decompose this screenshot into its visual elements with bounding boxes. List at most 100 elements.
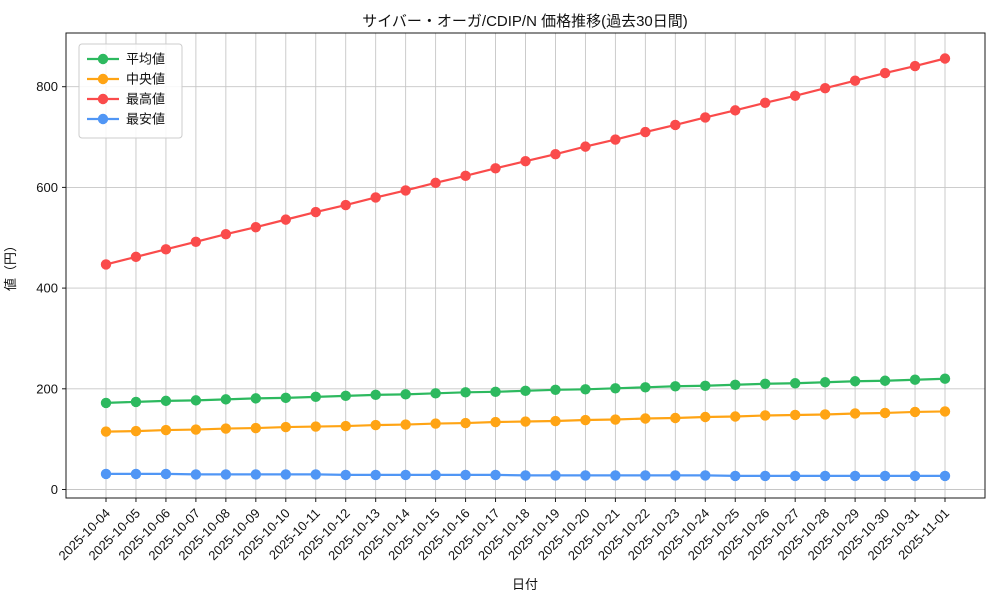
- data-point: [100, 259, 112, 270]
- data-point: [730, 379, 741, 390]
- data-point: [220, 229, 232, 240]
- data-point: [520, 470, 531, 481]
- data-point: [819, 83, 831, 94]
- data-point: [670, 119, 681, 131]
- data-point: [400, 469, 411, 481]
- series-layer: [100, 53, 951, 482]
- legend-label: 平均値: [126, 52, 165, 67]
- data-point: [939, 470, 951, 482]
- data-point: [670, 470, 681, 481]
- data-point: [160, 244, 172, 255]
- data-point: [370, 469, 381, 481]
- data-point: [430, 418, 441, 429]
- data-point: [580, 414, 591, 426]
- data-point: [190, 424, 202, 435]
- data-point: [610, 414, 621, 425]
- data-point: [400, 389, 411, 400]
- legend-label: 最高値: [126, 92, 165, 107]
- data-point: [640, 126, 651, 138]
- data-point: [280, 421, 291, 433]
- data-point: [730, 105, 741, 116]
- data-point: [819, 377, 831, 388]
- data-point: [849, 470, 861, 482]
- data-point: [760, 97, 771, 109]
- data-point: [700, 411, 711, 423]
- data-point: [280, 214, 291, 225]
- data-point: [909, 60, 921, 72]
- data-point: [130, 396, 142, 408]
- data-point: [460, 387, 471, 398]
- chart-title: サイバー・オーガ/CDIP/N 価格推移(過去30日間): [362, 13, 688, 30]
- data-point: [879, 407, 891, 419]
- data-point: [340, 390, 351, 402]
- data-point: [789, 470, 801, 482]
- data-point: [730, 470, 741, 482]
- legend-item: 中央値: [87, 72, 165, 87]
- y-tick-label: 200: [36, 381, 58, 396]
- data-point: [190, 469, 202, 480]
- data-point: [280, 392, 291, 404]
- data-point: [670, 412, 681, 424]
- data-point: [460, 469, 471, 481]
- data-point: [610, 470, 621, 481]
- data-point: [580, 384, 591, 395]
- data-point: [730, 411, 741, 422]
- data-point: [819, 409, 831, 420]
- legend-label: 最安値: [126, 112, 165, 127]
- data-point: [130, 251, 142, 263]
- data-point: [550, 148, 561, 160]
- data-point: [580, 470, 591, 481]
- data-point: [760, 410, 771, 421]
- data-point: [939, 406, 951, 417]
- data-point: [130, 425, 142, 437]
- data-point: [280, 469, 291, 480]
- data-point: [490, 469, 501, 481]
- data-point: [130, 468, 142, 480]
- legend-item: 最安値: [87, 112, 165, 127]
- data-point: [460, 170, 471, 182]
- legend-item: 最高値: [87, 92, 165, 107]
- y-axis-label: 値（円）: [3, 239, 18, 291]
- data-point: [700, 380, 711, 391]
- data-point: [490, 386, 501, 398]
- data-point: [220, 423, 232, 434]
- data-point: [250, 469, 262, 480]
- legend-marker: [97, 53, 109, 65]
- data-point: [430, 469, 441, 481]
- data-point: [520, 156, 531, 167]
- y-tick-label: 0: [51, 482, 58, 497]
- data-point: [100, 426, 112, 437]
- data-point: [789, 90, 801, 101]
- data-point: [879, 67, 891, 79]
- x-axis-label: 日付: [512, 577, 538, 592]
- data-point: [760, 378, 771, 389]
- data-point: [160, 395, 172, 407]
- data-point: [700, 112, 711, 123]
- data-point: [789, 378, 801, 389]
- data-point: [310, 421, 321, 432]
- data-point: [700, 470, 711, 481]
- data-point: [520, 416, 531, 427]
- data-point: [490, 416, 501, 428]
- data-point: [310, 206, 321, 218]
- data-point: [879, 375, 891, 386]
- data-point: [400, 419, 411, 430]
- legend-marker: [97, 113, 109, 125]
- data-point: [550, 470, 561, 481]
- data-point: [220, 394, 232, 405]
- data-point: [160, 468, 172, 480]
- data-point: [909, 470, 921, 482]
- data-point: [340, 469, 351, 481]
- data-point: [310, 469, 321, 480]
- data-point: [610, 134, 621, 145]
- legend-item: 平均値: [87, 52, 165, 67]
- y-tick-label: 600: [36, 180, 58, 195]
- data-point: [610, 383, 621, 394]
- data-point: [430, 388, 441, 399]
- data-point: [460, 417, 471, 429]
- legend-marker: [97, 73, 109, 85]
- data-point: [250, 422, 262, 434]
- series-平均値: [100, 373, 951, 409]
